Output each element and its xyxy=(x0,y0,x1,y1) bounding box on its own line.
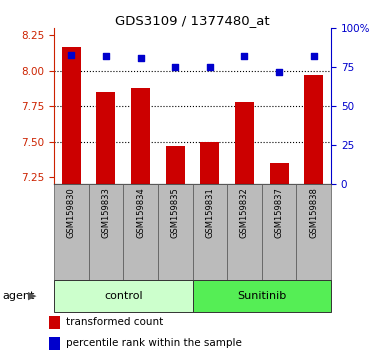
Point xyxy=(68,52,74,58)
Text: GSM159838: GSM159838 xyxy=(309,187,318,238)
Bar xyxy=(262,184,296,280)
Point xyxy=(207,64,213,70)
Text: ▶: ▶ xyxy=(28,291,37,301)
Bar xyxy=(192,184,227,280)
Bar xyxy=(62,47,81,184)
Point xyxy=(103,53,109,59)
Text: GSM159830: GSM159830 xyxy=(67,187,76,238)
Bar xyxy=(227,184,262,280)
Bar xyxy=(158,184,192,280)
Point xyxy=(241,53,248,59)
Bar xyxy=(270,163,289,184)
Text: Sunitinib: Sunitinib xyxy=(237,291,286,301)
Text: GSM159835: GSM159835 xyxy=(171,187,180,238)
Bar xyxy=(131,88,150,184)
Text: control: control xyxy=(104,291,142,301)
Bar xyxy=(89,184,123,280)
Bar xyxy=(123,184,158,280)
Bar xyxy=(49,316,60,329)
Point xyxy=(276,69,282,75)
Title: GDS3109 / 1377480_at: GDS3109 / 1377480_at xyxy=(115,14,270,27)
Bar xyxy=(235,102,254,184)
Text: transformed count: transformed count xyxy=(66,317,163,327)
Bar xyxy=(166,146,185,184)
Bar xyxy=(304,75,323,184)
Bar xyxy=(296,184,331,280)
Text: GSM159837: GSM159837 xyxy=(275,187,284,238)
Bar xyxy=(54,280,192,312)
Bar xyxy=(96,92,116,184)
Text: GSM159832: GSM159832 xyxy=(240,187,249,238)
Bar xyxy=(49,337,60,350)
Bar xyxy=(192,280,331,312)
Text: GSM159831: GSM159831 xyxy=(205,187,214,238)
Bar xyxy=(54,184,89,280)
Point xyxy=(137,55,144,61)
Point xyxy=(172,64,178,70)
Point xyxy=(311,53,317,59)
Bar xyxy=(200,142,219,184)
Text: GSM159833: GSM159833 xyxy=(101,187,110,238)
Text: agent: agent xyxy=(2,291,34,301)
Text: GSM159834: GSM159834 xyxy=(136,187,145,238)
Text: percentile rank within the sample: percentile rank within the sample xyxy=(66,338,242,348)
